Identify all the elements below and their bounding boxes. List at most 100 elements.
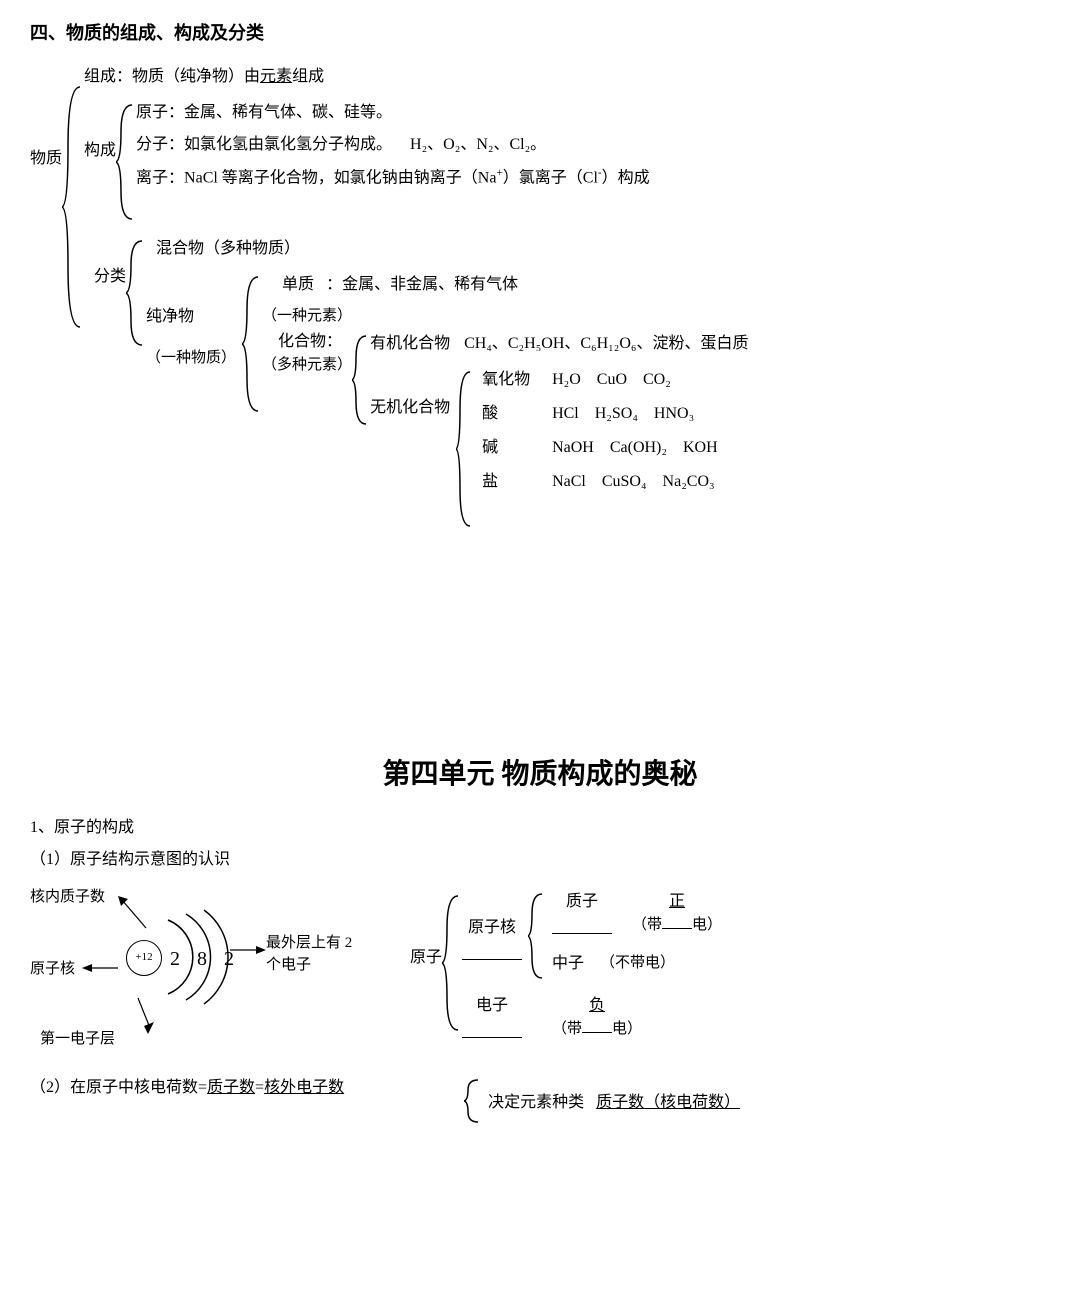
proton-row: 质子 正 （带 电） bbox=[552, 890, 722, 938]
brace-icon bbox=[464, 1076, 482, 1126]
brace-icon bbox=[242, 269, 262, 419]
brace-icon bbox=[528, 888, 546, 984]
nucleus-branch: 原子核 质子 正 （带 电） bbox=[462, 888, 722, 984]
atom-root: 原子 bbox=[410, 888, 442, 970]
blank-line bbox=[552, 917, 612, 934]
acid-ex: HCl H₂SO₄ HNO₃ bbox=[552, 402, 694, 426]
s1-2-eq: = bbox=[255, 1079, 264, 1096]
brace-icon bbox=[442, 888, 462, 1038]
inorganic-label: 无机化合物 bbox=[370, 364, 450, 420]
molecule-line: 分子：如氯化氢由氯化氢分子构成。 H₂、O₂、N₂、Cl₂。 bbox=[136, 133, 650, 157]
proton-label: 质子 bbox=[552, 890, 612, 914]
gouzhe-label: 构成 bbox=[84, 97, 116, 163]
atom-figure-row: 核内质子数 原子核 +12 2 8 2 最外层上有 bbox=[30, 888, 1050, 1058]
oxide-row: 氧化物 H₂O CuO CO₂ bbox=[482, 368, 718, 392]
brace-icon bbox=[352, 330, 370, 430]
arrow-icon bbox=[228, 942, 268, 958]
molecule-examples: H₂、O₂、N₂、Cl₂。 bbox=[410, 133, 546, 157]
neutron-row: 中子 （不带电） bbox=[552, 952, 722, 976]
ion-line: 离子：NaCl 等离子化合物，如氯化钠由钠离子（Na+）氯离子（Cl-）构成 bbox=[136, 165, 650, 190]
decide-u: 质子数（核电荷数） bbox=[596, 1094, 740, 1111]
blank-line bbox=[462, 943, 522, 960]
electron-note-b: 电） bbox=[612, 1021, 642, 1037]
pure-note: （一种物质） bbox=[146, 347, 236, 370]
root-label: 物质 bbox=[30, 57, 62, 171]
unit-title: 第四单元 物质构成的奥秘 bbox=[30, 754, 1050, 796]
s1-2-u1: 质子数 bbox=[207, 1079, 255, 1096]
base-ex: NaOH Ca(OH)₂ KOH bbox=[552, 436, 718, 460]
base-label: 碱 bbox=[482, 436, 552, 460]
s1-heading: 1、原子的构成 bbox=[30, 816, 1050, 840]
compound-label: 化合物： bbox=[278, 330, 352, 354]
inorganic-row: 无机化合物 氧化物 H₂O CuO CO₂ bbox=[370, 364, 748, 534]
s1-2-a: （2）在原子中核电荷数= bbox=[30, 1079, 207, 1096]
ion-c: ）构成 bbox=[602, 169, 650, 186]
electron-label: 电子 bbox=[462, 994, 522, 1018]
molecule-text: 分子：如氯化氢由氯化氢分子构成。 bbox=[136, 133, 392, 157]
decide-a: 决定元素种类 bbox=[488, 1094, 584, 1111]
proton-fill: 正 bbox=[632, 890, 722, 914]
gouzhe-row: 构成 原子：金属、稀有气体、碳、硅等。 分子：如氯化氢由氯化氢分子构成。 H₂、… bbox=[84, 97, 1050, 227]
electron-note-a: （带 bbox=[552, 1021, 582, 1037]
neutron-note: （不带电） bbox=[600, 952, 675, 975]
zucheng-label: 组成： bbox=[84, 65, 132, 89]
label-protons: 核内质子数 bbox=[30, 886, 105, 909]
danzhi-label: 单质 bbox=[282, 273, 314, 297]
proton-note-b: 电） bbox=[692, 917, 722, 933]
outer-b: 2 bbox=[345, 935, 353, 951]
atom-nucleus-label: 原子核 bbox=[462, 916, 522, 940]
salt-ex: NaCl CuSO₄ Na₂CO₃ bbox=[552, 470, 715, 494]
brace-icon bbox=[116, 97, 136, 227]
organic-label: 有机化合物 bbox=[370, 332, 450, 356]
base-row: 碱 NaOH Ca(OH)₂ KOH bbox=[482, 436, 718, 460]
zucheng-text-a: 物质（纯净物）由 bbox=[132, 65, 260, 89]
atom-decomp: 原子 原子核 质子 bbox=[410, 888, 722, 1042]
danzhi-note: （一种元素） bbox=[262, 305, 748, 328]
salt-label: 盐 bbox=[482, 470, 552, 494]
blank-line bbox=[662, 915, 692, 930]
section-heading: 四、物质的组成、构成及分类 bbox=[30, 20, 1050, 47]
brace-icon bbox=[456, 364, 474, 534]
compound-row: 化合物： （多种元素） 有机化合物 CH₄、C₂H₅OH、C₆H₁₂O₆、淀粉、… bbox=[262, 330, 748, 534]
oxide-ex: H₂O CuO CO₂ bbox=[552, 368, 671, 392]
fenlei-row: 分类 混合物（多种物质） 纯净物 （一种物质） 单质 bbox=[94, 233, 1050, 534]
s1-2-row: （2）在原子中核电荷数=质子数=核外电子数 决定元素种类 质子数（核电荷数） bbox=[30, 1076, 1050, 1126]
acid-label: 酸 bbox=[482, 402, 552, 426]
brace-icon bbox=[62, 77, 84, 337]
ion-b: ）氯离子（Cl bbox=[503, 169, 598, 186]
organic-row: 有机化合物 CH₄、C₂H₅OH、C₆H₁₂O₆、淀粉、蛋白质 bbox=[370, 332, 748, 356]
proton-note-a: （带 bbox=[632, 917, 662, 933]
pure-row: 纯净物 （一种物质） 单质 ： 金属、非金属、稀有气体 （一种元素） bbox=[146, 269, 748, 534]
outer-c: 个电子 bbox=[266, 957, 311, 973]
acid-row: 酸 HCl H₂SO₄ HNO₃ bbox=[482, 402, 718, 426]
zucheng-underline: 元素 bbox=[260, 65, 292, 89]
outer-a: 最外层上有 bbox=[266, 935, 341, 951]
s1-1: （1）原子结构示意图的认识 bbox=[30, 848, 1050, 872]
salt-row: 盐 NaCl CuSO₄ Na₂CO₃ bbox=[482, 470, 718, 494]
s1-2-u2: 核外电子数 bbox=[264, 1079, 344, 1096]
ion-a: 离子：NaCl 等离子化合物，如氯化钠由钠离子（Na bbox=[136, 169, 496, 186]
oxide-label: 氧化物 bbox=[482, 368, 552, 392]
outer-note: 最外层上有 2 个电子 bbox=[266, 932, 396, 977]
electron-row: 电子 负 （带 电） bbox=[462, 994, 722, 1042]
organic-ex: CH₄、C₂H₅OH、C₆H₁₂O₆、淀粉、蛋白质 bbox=[464, 332, 748, 356]
label-shell1: 第一电子层 bbox=[40, 1028, 115, 1051]
danzhi-colon: ： bbox=[326, 273, 342, 297]
arrow-icon bbox=[132, 994, 158, 1034]
compound-note: （多种元素） bbox=[262, 354, 352, 377]
atom-line: 原子：金属、稀有气体、碳、硅等。 bbox=[136, 101, 650, 125]
blank-line bbox=[462, 1021, 522, 1038]
zucheng-text-b: 组成 bbox=[292, 65, 324, 89]
danzhi-row: 单质 ： 金属、非金属、稀有气体 bbox=[262, 273, 748, 297]
label-nucleus: 原子核 bbox=[30, 958, 75, 981]
danzhi-ex: 金属、非金属、稀有气体 bbox=[342, 273, 518, 297]
blank-line bbox=[582, 1019, 612, 1034]
matter-tree: 物质 组成： 物质（纯净物）由 元素 组成 构成 原子：金属、稀有气体、碳、硅等… bbox=[30, 57, 1050, 534]
electron-fill: 负 bbox=[552, 994, 642, 1018]
fenlei-label: 分类 bbox=[94, 233, 126, 289]
mix-line: 混合物（多种物质） bbox=[156, 237, 748, 261]
neutron-label: 中子 bbox=[552, 952, 584, 976]
zucheng-row: 组成： 物质（纯净物）由 元素 组成 bbox=[84, 65, 1050, 89]
pure-label: 纯净物 bbox=[146, 305, 236, 329]
brace-icon bbox=[126, 233, 146, 353]
